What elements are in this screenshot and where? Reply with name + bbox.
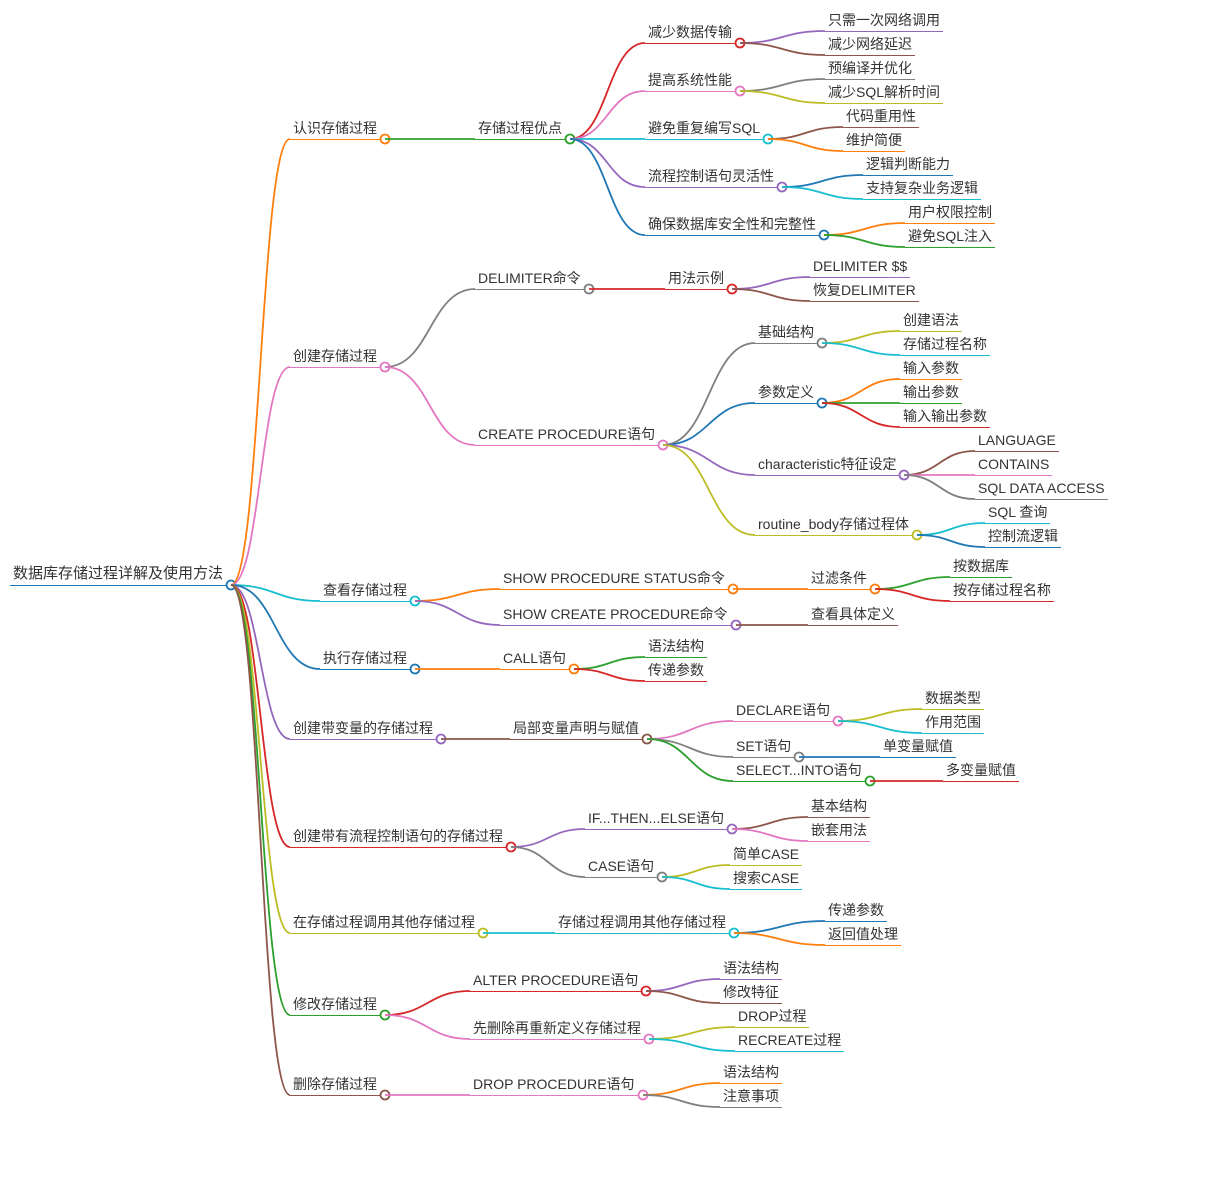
mindmap-node: 避免重复编写SQL bbox=[645, 118, 763, 140]
mindmap-node: SQL DATA ACCESS bbox=[975, 478, 1108, 500]
mindmap-node: 单变量赋值 bbox=[880, 736, 956, 758]
mindmap-node: 用法示例 bbox=[665, 268, 727, 290]
mindmap-node: 减少SQL解析时间 bbox=[825, 82, 943, 104]
mindmap-node: SET语句 bbox=[733, 736, 794, 758]
mindmap-node: 创建带变量的存储过程 bbox=[290, 718, 436, 740]
mindmap-node: 查看具体定义 bbox=[808, 604, 898, 626]
mindmap-node: 确保数据库安全性和完整性 bbox=[645, 214, 819, 236]
mindmap-node: 注意事项 bbox=[720, 1086, 782, 1108]
mindmap-node: 查看存储过程 bbox=[320, 580, 410, 602]
mindmap-node: CASE语句 bbox=[585, 856, 657, 878]
mindmap-node: 支持复杂业务逻辑 bbox=[863, 178, 981, 200]
mindmap-node: 传递参数 bbox=[825, 900, 887, 922]
mindmap-node: 删除存储过程 bbox=[290, 1074, 380, 1096]
mindmap-node: DECLARE语句 bbox=[733, 700, 833, 722]
mindmap-node: characteristic特征设定 bbox=[755, 454, 899, 476]
mindmap-node: 输入参数 bbox=[900, 358, 962, 380]
mindmap-node: 返回值处理 bbox=[825, 924, 901, 946]
mindmap-node: DROP过程 bbox=[735, 1006, 809, 1028]
mindmap-node: SHOW CREATE PROCEDURE命令 bbox=[500, 604, 731, 626]
mindmap-node: 数据类型 bbox=[922, 688, 984, 710]
mindmap-node: 控制流逻辑 bbox=[985, 526, 1061, 548]
mindmap-node: SHOW PROCEDURE STATUS命令 bbox=[500, 568, 728, 590]
mindmap-node: 按数据库 bbox=[950, 556, 1012, 578]
mindmap-node: DELIMITER命令 bbox=[475, 268, 584, 290]
mindmap-node: 修改存储过程 bbox=[290, 994, 380, 1016]
mindmap-node: 作用范围 bbox=[922, 712, 984, 734]
mindmap-node: 在存储过程调用其他存储过程 bbox=[290, 912, 478, 934]
mindmap-node: 过滤条件 bbox=[808, 568, 870, 590]
mindmap-node: 逻辑判断能力 bbox=[863, 154, 953, 176]
mindmap-node: 恢复DELIMITER bbox=[810, 280, 919, 302]
mindmap-node: DELIMITER $$ bbox=[810, 256, 910, 278]
mindmap-node: 输入输出参数 bbox=[900, 406, 990, 428]
mindmap-node: 语法结构 bbox=[645, 636, 707, 658]
mindmap-node: 传递参数 bbox=[645, 660, 707, 682]
mindmap-node: 嵌套用法 bbox=[808, 820, 870, 842]
mindmap-node: 修改特征 bbox=[720, 982, 782, 1004]
mindmap-node: 创建存储过程 bbox=[290, 346, 380, 368]
mindmap-node: 局部变量声明与赋值 bbox=[510, 718, 642, 740]
mindmap-node: 只需一次网络调用 bbox=[825, 10, 943, 32]
mindmap-node: ALTER PROCEDURE语句 bbox=[470, 970, 641, 992]
mindmap-node: 代码重用性 bbox=[843, 106, 919, 128]
mindmap-node: 创建语法 bbox=[900, 310, 962, 332]
mindmap-node: 存储过程名称 bbox=[900, 334, 990, 356]
mindmap-node: LANGUAGE bbox=[975, 430, 1059, 452]
mindmap-node: 输出参数 bbox=[900, 382, 962, 404]
mindmap-node: 用户权限控制 bbox=[905, 202, 995, 224]
mindmap-node: 减少数据传输 bbox=[645, 22, 735, 44]
mindmap-node: 搜索CASE bbox=[730, 868, 802, 890]
mindmap-node: 数据库存储过程详解及使用方法 bbox=[10, 564, 226, 586]
mindmap-node: 按存储过程名称 bbox=[950, 580, 1054, 602]
mindmap-node: 基本结构 bbox=[808, 796, 870, 818]
mindmap-node: 基础结构 bbox=[755, 322, 817, 344]
mindmap-node: 避免SQL注入 bbox=[905, 226, 995, 248]
mindmap-node: routine_body存储过程体 bbox=[755, 514, 912, 536]
mindmap-node: SELECT...INTO语句 bbox=[733, 760, 865, 782]
mindmap-node: 认识存储过程 bbox=[290, 118, 380, 140]
mindmap-node: 执行存储过程 bbox=[320, 648, 410, 670]
mindmap-node: 先删除再重新定义存储过程 bbox=[470, 1018, 644, 1040]
mindmap-node: 提高系统性能 bbox=[645, 70, 735, 92]
mindmap-node: CREATE PROCEDURE语句 bbox=[475, 424, 658, 446]
mindmap-node: 维护简便 bbox=[843, 130, 905, 152]
mindmap-node: IF...THEN...ELSE语句 bbox=[585, 808, 727, 830]
mindmap-node: RECREATE过程 bbox=[735, 1030, 844, 1052]
mindmap-node: 参数定义 bbox=[755, 382, 817, 404]
mindmap-node: 流程控制语句灵活性 bbox=[645, 166, 777, 188]
mindmap-node: 创建带有流程控制语句的存储过程 bbox=[290, 826, 506, 848]
mindmap-node: 减少网络延迟 bbox=[825, 34, 915, 56]
mindmap-node: 存储过程调用其他存储过程 bbox=[555, 912, 729, 934]
mindmap-node: 多变量赋值 bbox=[943, 760, 1019, 782]
mindmap-node: 简单CASE bbox=[730, 844, 802, 866]
mindmap-node: 存储过程优点 bbox=[475, 118, 565, 140]
mindmap-node: SQL 查询 bbox=[985, 502, 1050, 524]
mindmap-node: 语法结构 bbox=[720, 958, 782, 980]
mindmap-node: 语法结构 bbox=[720, 1062, 782, 1084]
mindmap-node: CALL语句 bbox=[500, 648, 569, 670]
mindmap-node: DROP PROCEDURE语句 bbox=[470, 1074, 638, 1096]
mindmap-node: 预编译并优化 bbox=[825, 58, 915, 80]
mindmap-node: CONTAINS bbox=[975, 454, 1052, 476]
